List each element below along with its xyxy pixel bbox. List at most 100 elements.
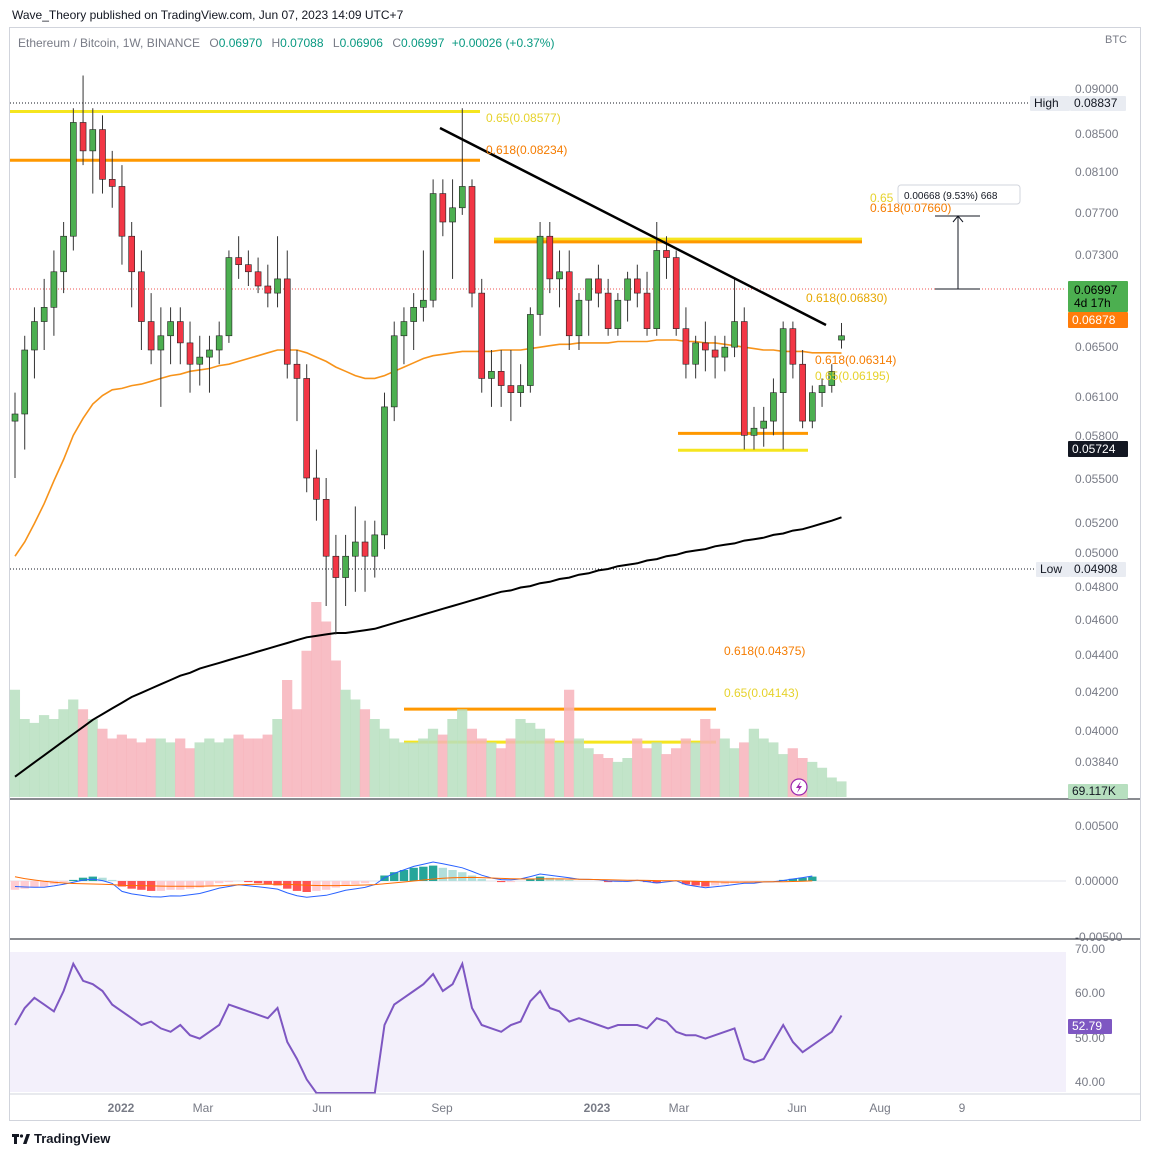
volume-bar: [301, 650, 312, 797]
rsi-line: [14, 960, 843, 1094]
change-value: +0.00026 (+0.37%): [451, 36, 555, 50]
volume-bar: [427, 728, 439, 797]
volume-bar: [437, 734, 448, 797]
candle-body: [342, 555, 349, 578]
volume-bar: [155, 738, 166, 797]
candle-body: [458, 186, 466, 209]
candle-body: [50, 271, 58, 308]
volume-bar: [145, 738, 157, 797]
candle-body: [293, 363, 301, 379]
fib-label-top-065: 0.65(0.08577): [486, 111, 561, 125]
volume-bar: [495, 748, 507, 797]
volume-value-tag-box: [1068, 784, 1128, 799]
candle-body: [643, 292, 651, 329]
low-tag-label: Low: [1040, 562, 1062, 576]
volume-bar: [457, 709, 468, 797]
rsi-band: [10, 952, 1066, 1092]
volume-bar: [807, 761, 818, 797]
candle-body: [186, 342, 194, 365]
volume-bar: [768, 742, 779, 797]
descending-trendline: [439, 126, 827, 327]
macd-histogram-bar: [710, 881, 720, 886]
candle-body: [779, 328, 787, 393]
candle-body: [108, 179, 116, 187]
price-tick-label: 0.06100: [1075, 390, 1119, 404]
volume-bar: [661, 754, 672, 797]
candle-body: [313, 477, 320, 500]
volume-bar: [739, 742, 750, 797]
candle-body: [99, 129, 106, 180]
volume-bar: [388, 738, 400, 797]
volume-bar: [213, 742, 225, 797]
ma200-value-tag-box: [1068, 441, 1128, 457]
price-tick-label: 0.07700: [1075, 206, 1119, 220]
macd-histogram-bar: [59, 881, 68, 883]
time-tick-label: Aug: [869, 1101, 890, 1115]
price-tick-label: 0.09000: [1075, 82, 1119, 96]
price-tick-label: 0.06500: [1075, 340, 1119, 354]
fib-label-bottom-065: 0.65(0.04143): [724, 686, 799, 700]
candle-body: [381, 406, 388, 536]
candle-body: [21, 349, 29, 415]
macd-histogram-bar: [273, 881, 282, 886]
candle-body: [400, 321, 408, 337]
symbol-name[interactable]: Ethereum / Bitcoin, 1W, BINANCE: [18, 36, 201, 50]
volume-bar: [486, 742, 497, 797]
volume-bar: [58, 709, 69, 797]
candle-body: [692, 342, 699, 365]
macd-histogram-bar: [166, 881, 175, 890]
volume-bar: [136, 742, 147, 797]
candle-body: [264, 285, 272, 294]
currency-label: BTC: [1105, 34, 1127, 46]
volume-bar: [748, 728, 760, 797]
close-value: 0.06997: [400, 36, 445, 50]
volume-bar: [116, 734, 127, 797]
macd-histogram-bar: [263, 881, 272, 885]
volume-bar: [77, 709, 89, 797]
open-label: O: [209, 36, 219, 50]
rsi-value-tag: 52.79: [1072, 1019, 1102, 1033]
fib-label-mid-0618: 0.618(0.07660): [870, 201, 951, 215]
rsi-tick-label: 50.00: [1075, 1031, 1105, 1045]
low-value: 0.06906: [339, 36, 383, 50]
candle-body: [332, 555, 340, 578]
macd-histogram-bar: [302, 881, 311, 892]
candle-body: [595, 278, 602, 294]
volume-bar: [826, 777, 837, 797]
volume-bar: [68, 699, 79, 797]
macd-histogram-bar: [428, 865, 438, 881]
macd-histogram-bar: [467, 875, 477, 881]
candle-body: [225, 257, 233, 337]
volume-bar: [709, 728, 721, 797]
volume-bar: [48, 719, 59, 797]
ema-value-tag-box: [1068, 312, 1128, 328]
candle-body: [575, 299, 583, 337]
candle-body: [818, 385, 826, 393]
candle-body: [196, 356, 204, 365]
rsi-tick-label: 40.00: [1075, 1075, 1105, 1089]
price-tick-label: 0.07300: [1075, 248, 1119, 262]
candle-body: [303, 378, 311, 479]
low-tag-value-box: [1070, 562, 1126, 577]
volume-bar: [233, 734, 244, 797]
macd-histogram-bar: [341, 881, 350, 886]
price-tick-label: 0.05500: [1075, 472, 1119, 486]
macd-histogram-bar: [798, 877, 807, 881]
macd-histogram-bar: [10, 881, 20, 890]
ma200-value-tag: 0.05724: [1072, 442, 1116, 456]
candle-body: [556, 271, 563, 280]
candle-body: [527, 314, 534, 386]
candle-body: [147, 321, 155, 351]
tradingview-footer[interactable]: TradingView: [12, 1131, 110, 1146]
volume-bar: [505, 738, 516, 797]
rsi-tick-label: 60.00: [1075, 986, 1105, 1000]
macd-histogram-bar: [117, 881, 127, 887]
candle-body: [672, 257, 680, 329]
macd-histogram-bar: [185, 881, 195, 889]
price-tick-label: 0.05800: [1075, 429, 1119, 443]
candle-body: [468, 186, 476, 294]
volume-bar: [282, 680, 293, 797]
ema-line: [14, 339, 842, 557]
macd-histogram-bar: [526, 878, 535, 881]
